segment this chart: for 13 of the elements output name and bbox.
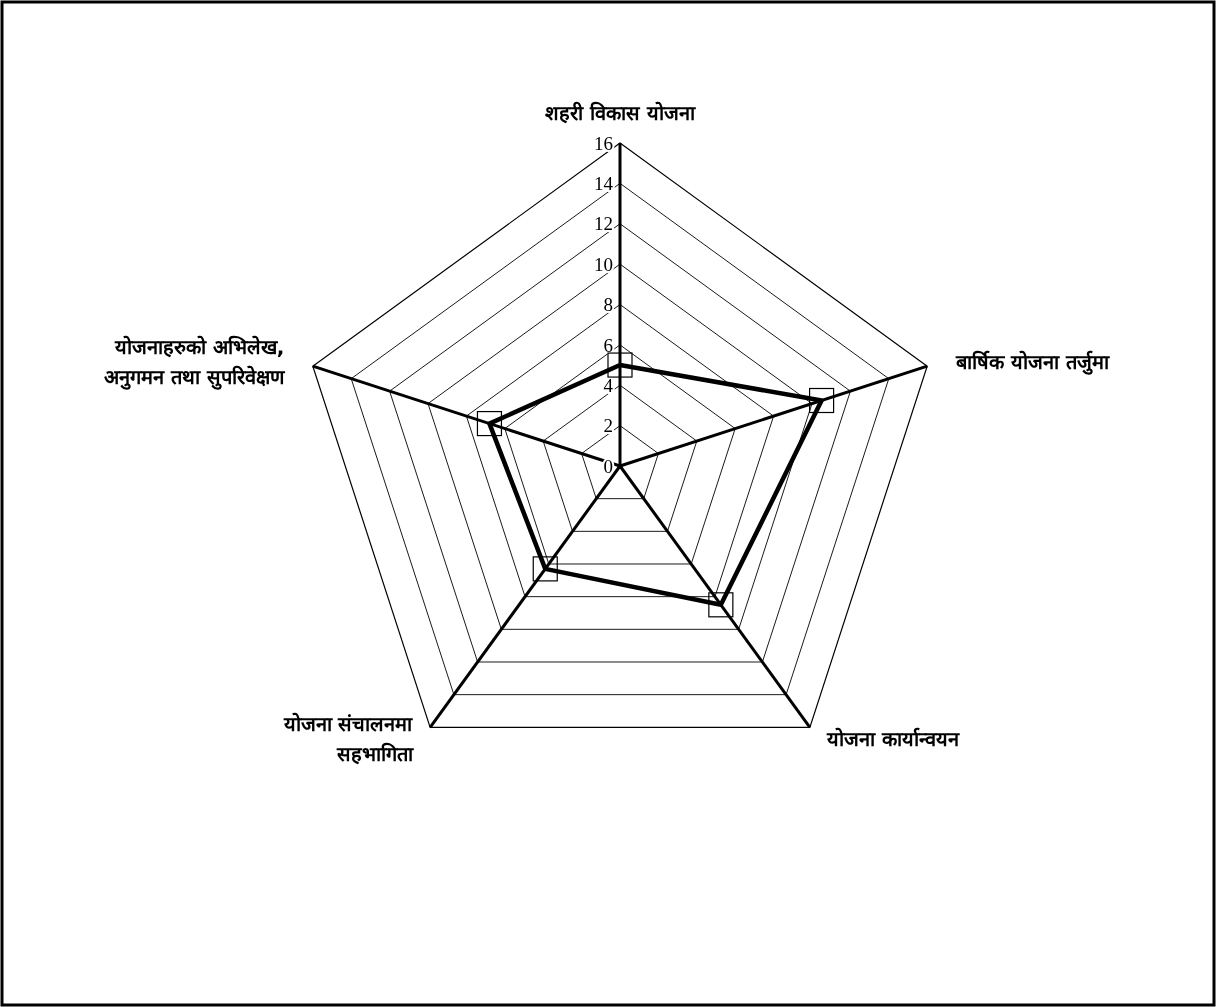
y-tick-label: 14 <box>594 173 614 195</box>
y-tick-label: 10 <box>594 253 613 275</box>
y-tick-label: 12 <box>594 213 613 235</box>
y-tick-label: 6 <box>603 334 613 356</box>
y-tick-label: 16 <box>594 132 613 154</box>
spoke-label: योजनाहरुको अभिलेख, अनुगमन तथा सुपरिवेक्षण <box>104 334 287 390</box>
y-tick-label: 8 <box>603 294 613 316</box>
spoke-label: शहरी विकास योजना <box>545 101 696 125</box>
spoke-label: योजना कार्यान्वयन <box>826 726 961 751</box>
spoke-label: योजना संचालनमा सहभागिता <box>282 711 414 766</box>
spoke-label: बार्षिक योजना तर्जुमा <box>954 349 1110 375</box>
y-tick-label: 4 <box>603 374 614 396</box>
y-tick-label: 2 <box>603 415 613 437</box>
